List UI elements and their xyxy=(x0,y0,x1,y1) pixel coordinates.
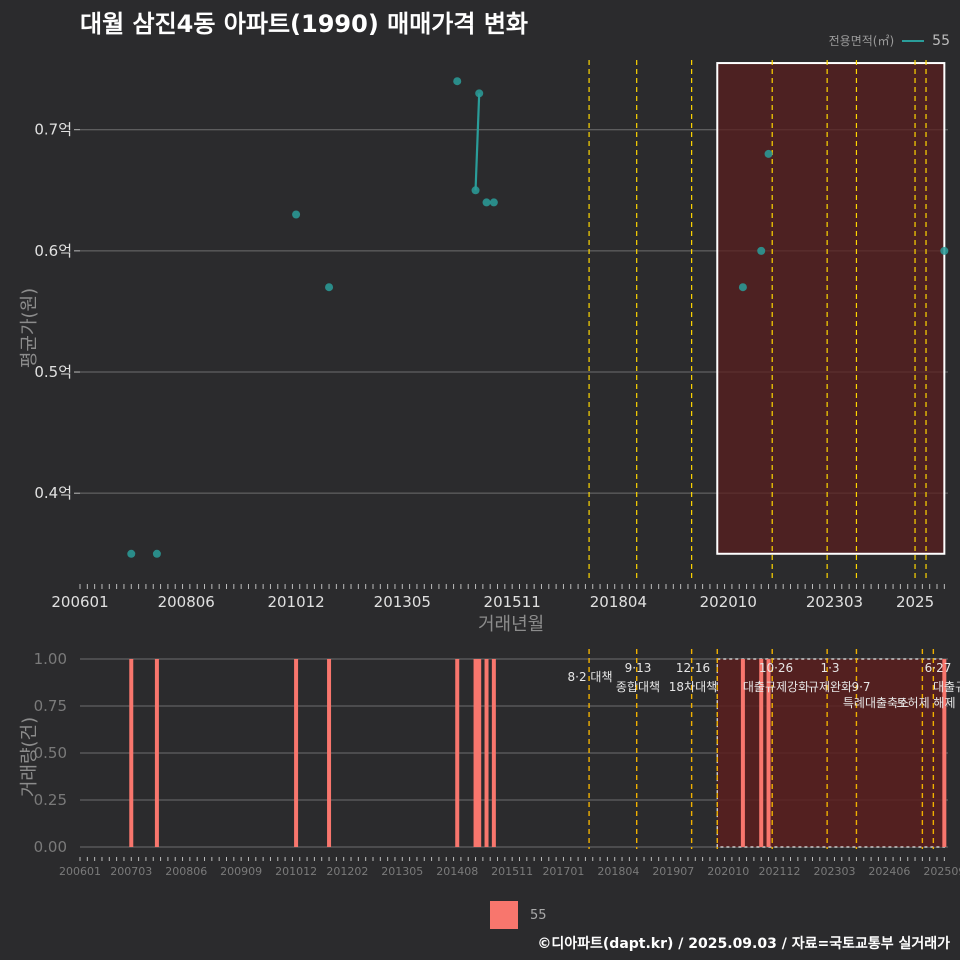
policy-annotation: 9·7 xyxy=(851,680,870,694)
bottom-x-tick-label: 200601 xyxy=(59,865,101,878)
top-x-tick-label: 202303 xyxy=(806,593,863,611)
bottom-x-tick-label: 201408 xyxy=(436,865,478,878)
top-highlight-box xyxy=(716,62,946,555)
legend-bar-label: 55 xyxy=(530,907,547,923)
series-point xyxy=(475,89,484,98)
bottom-y-tick-label: 1.00 xyxy=(34,650,67,668)
policy-annotation: 6·27 xyxy=(925,661,952,675)
bottom-y-tick-label: 0.25 xyxy=(34,791,67,809)
volume-bar xyxy=(473,659,478,847)
series-point xyxy=(471,186,480,195)
series-point xyxy=(738,283,747,292)
policy-annotation: 18차대책 xyxy=(669,679,717,694)
policy-annotation: 10·26 xyxy=(759,661,793,675)
top-x-tick-label: 201305 xyxy=(374,593,431,611)
series-point xyxy=(152,549,161,558)
policy-annotation: 규제완화 xyxy=(808,680,852,694)
policy-annotation: 1·3 xyxy=(820,661,839,675)
series-point xyxy=(292,210,301,219)
policy-annotation: 대출규 xyxy=(933,680,960,694)
legend-line-swatch xyxy=(902,39,925,42)
legend-item-label: 55 xyxy=(932,32,950,49)
volume-bar xyxy=(491,659,496,847)
policy-annotation: 특례대출축소 xyxy=(843,696,909,710)
top-x-tick-label: 2025 xyxy=(896,593,934,611)
bottom-x-tick-label: 202010 xyxy=(707,865,749,878)
bottom-y-tick-label: 0.50 xyxy=(34,744,67,762)
top-x-axis-label: 거래년월 xyxy=(478,614,545,635)
policy-annotation: 9·13 xyxy=(625,661,652,675)
top-y-tick-label: 0.5억 xyxy=(34,363,72,381)
bottom-x-tick-label: 202112 xyxy=(759,865,801,878)
volume-bar xyxy=(294,659,299,847)
top-y-axis-label: 평균가(원) xyxy=(19,287,40,369)
policy-annotation: 토허제 해제 xyxy=(896,696,955,710)
bottom-x-tick-label: 202509 xyxy=(923,865,960,878)
series-point xyxy=(764,149,773,158)
volume-bar xyxy=(455,659,460,847)
bottom-x-tick-label: 200806 xyxy=(165,865,207,878)
volume-bar xyxy=(942,659,947,847)
top-y-tick-label: 0.6억 xyxy=(34,242,72,260)
bottom-x-tick-label: 201202 xyxy=(326,865,368,878)
top-x-tick-label: 202010 xyxy=(700,593,757,611)
legend-title: 전용면적(㎡) xyxy=(828,34,895,48)
bottom-y-tick-label: 0.75 xyxy=(34,697,67,715)
bottom-x-tick-label: 200703 xyxy=(110,865,152,878)
legend-bar-swatch xyxy=(490,901,518,929)
policy-annotation: 12·16 xyxy=(676,661,710,675)
volume-bar xyxy=(484,659,489,847)
top-x-tick-label: 200806 xyxy=(158,593,215,611)
volume-bar xyxy=(327,659,332,847)
bottom-x-tick-label: 201701 xyxy=(542,865,584,878)
policy-annotation: 8·2 대책 xyxy=(568,669,613,684)
legend-bottom: 55 xyxy=(490,901,547,929)
series-point xyxy=(489,198,498,207)
top-x-tick-label: 201012 xyxy=(267,593,324,611)
bottom-x-tick-label: 202303 xyxy=(813,865,855,878)
top-x-tick-label: 200601 xyxy=(51,593,108,611)
series-point xyxy=(453,77,462,86)
bottom-x-tick-label: 201511 xyxy=(491,865,533,878)
top-y-tick-label: 0.7억 xyxy=(34,121,72,139)
volume-bar xyxy=(129,659,134,847)
policy-annotation: 종합대책 xyxy=(616,679,660,694)
bottom-x-tick-label: 202406 xyxy=(868,865,910,878)
top-y-tick-label: 0.4억 xyxy=(34,484,72,502)
bottom-highlight-box xyxy=(716,658,946,848)
bottom-x-tick-label: 201012 xyxy=(275,865,317,878)
volume-bar xyxy=(154,659,159,847)
volume-bar xyxy=(477,659,482,847)
bottom-y-axis-label: 거래량(건) xyxy=(19,716,40,798)
bottom-y-tick-label: 0.00 xyxy=(34,838,67,856)
volume-bar xyxy=(766,659,771,847)
series-line xyxy=(474,93,481,191)
chart-title: 대월 삼진4동 아파트(1990) 매매가격 변화 xyxy=(80,10,528,38)
series-point xyxy=(940,246,949,255)
legend-top: 전용면적(㎡) 55 xyxy=(829,32,950,49)
series-point xyxy=(325,283,334,292)
bottom-x-tick-label: 201907 xyxy=(652,865,694,878)
series-point xyxy=(757,246,766,255)
top-x-tick-label: 201511 xyxy=(484,593,541,611)
series-point xyxy=(482,198,491,207)
top-x-tick-label: 201804 xyxy=(590,593,647,611)
bottom-x-tick-label: 200909 xyxy=(220,865,262,878)
footer-source: ©디아파트(dapt.kr) / 2025.09.03 / 자료=국토교통부 실… xyxy=(537,936,950,952)
series-point xyxy=(127,549,136,558)
bottom-x-tick-label: 201804 xyxy=(597,865,639,878)
volume-bar xyxy=(759,659,764,847)
volume-bar xyxy=(740,659,745,847)
bottom-x-tick-label: 201305 xyxy=(381,865,423,878)
policy-annotation: 대출규제강화 xyxy=(743,680,809,694)
